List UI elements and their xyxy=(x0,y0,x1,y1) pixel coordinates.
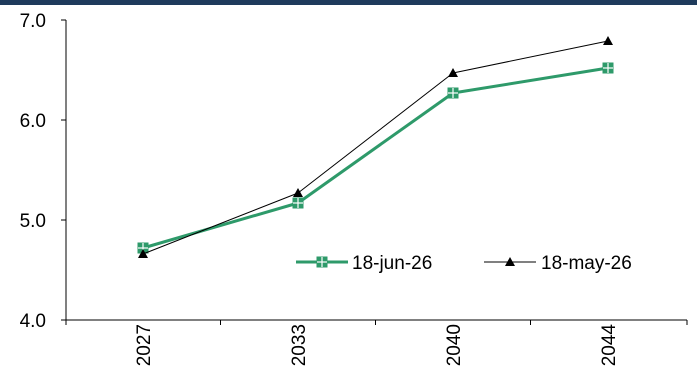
series-point-2 xyxy=(138,249,148,258)
legend-entry-2: 18-may-26 xyxy=(484,253,632,274)
y-tick-label: 7.0 xyxy=(20,11,46,32)
top-band xyxy=(0,0,697,5)
legend-label-1: 18-jun-26 xyxy=(352,253,432,274)
series-line-2 xyxy=(142,40,609,255)
y-tick-label: 6.0 xyxy=(20,111,46,132)
y-tick-label: 4.0 xyxy=(20,311,46,332)
legend-marker-2 xyxy=(505,257,515,266)
legend-label-2: 18-may-26 xyxy=(541,253,632,274)
series-point-2 xyxy=(293,188,303,197)
x-tick-label: 2033 xyxy=(289,324,310,366)
legend: 18-jun-26 18-may-26 xyxy=(296,253,632,274)
legend-entry-1: 18-jun-26 xyxy=(296,253,432,274)
series-point-1 xyxy=(292,197,304,209)
y-tick-label: 5.0 xyxy=(20,211,46,232)
series-point-1 xyxy=(602,62,614,74)
y-axis-ticks: 4.0 5.0 6.0 7.0 xyxy=(20,11,66,332)
series-line-1 xyxy=(142,66,609,250)
series-layer xyxy=(137,36,614,258)
series-point-2 xyxy=(448,68,458,77)
x-tick-label: 2040 xyxy=(444,324,465,366)
series-point-1 xyxy=(447,87,459,99)
series-point-2 xyxy=(603,36,613,45)
x-tick-label: 2027 xyxy=(134,324,155,366)
x-tick-label: 2044 xyxy=(599,324,620,367)
x-axis-ticks: 2027 2033 2040 2044 xyxy=(65,320,688,367)
